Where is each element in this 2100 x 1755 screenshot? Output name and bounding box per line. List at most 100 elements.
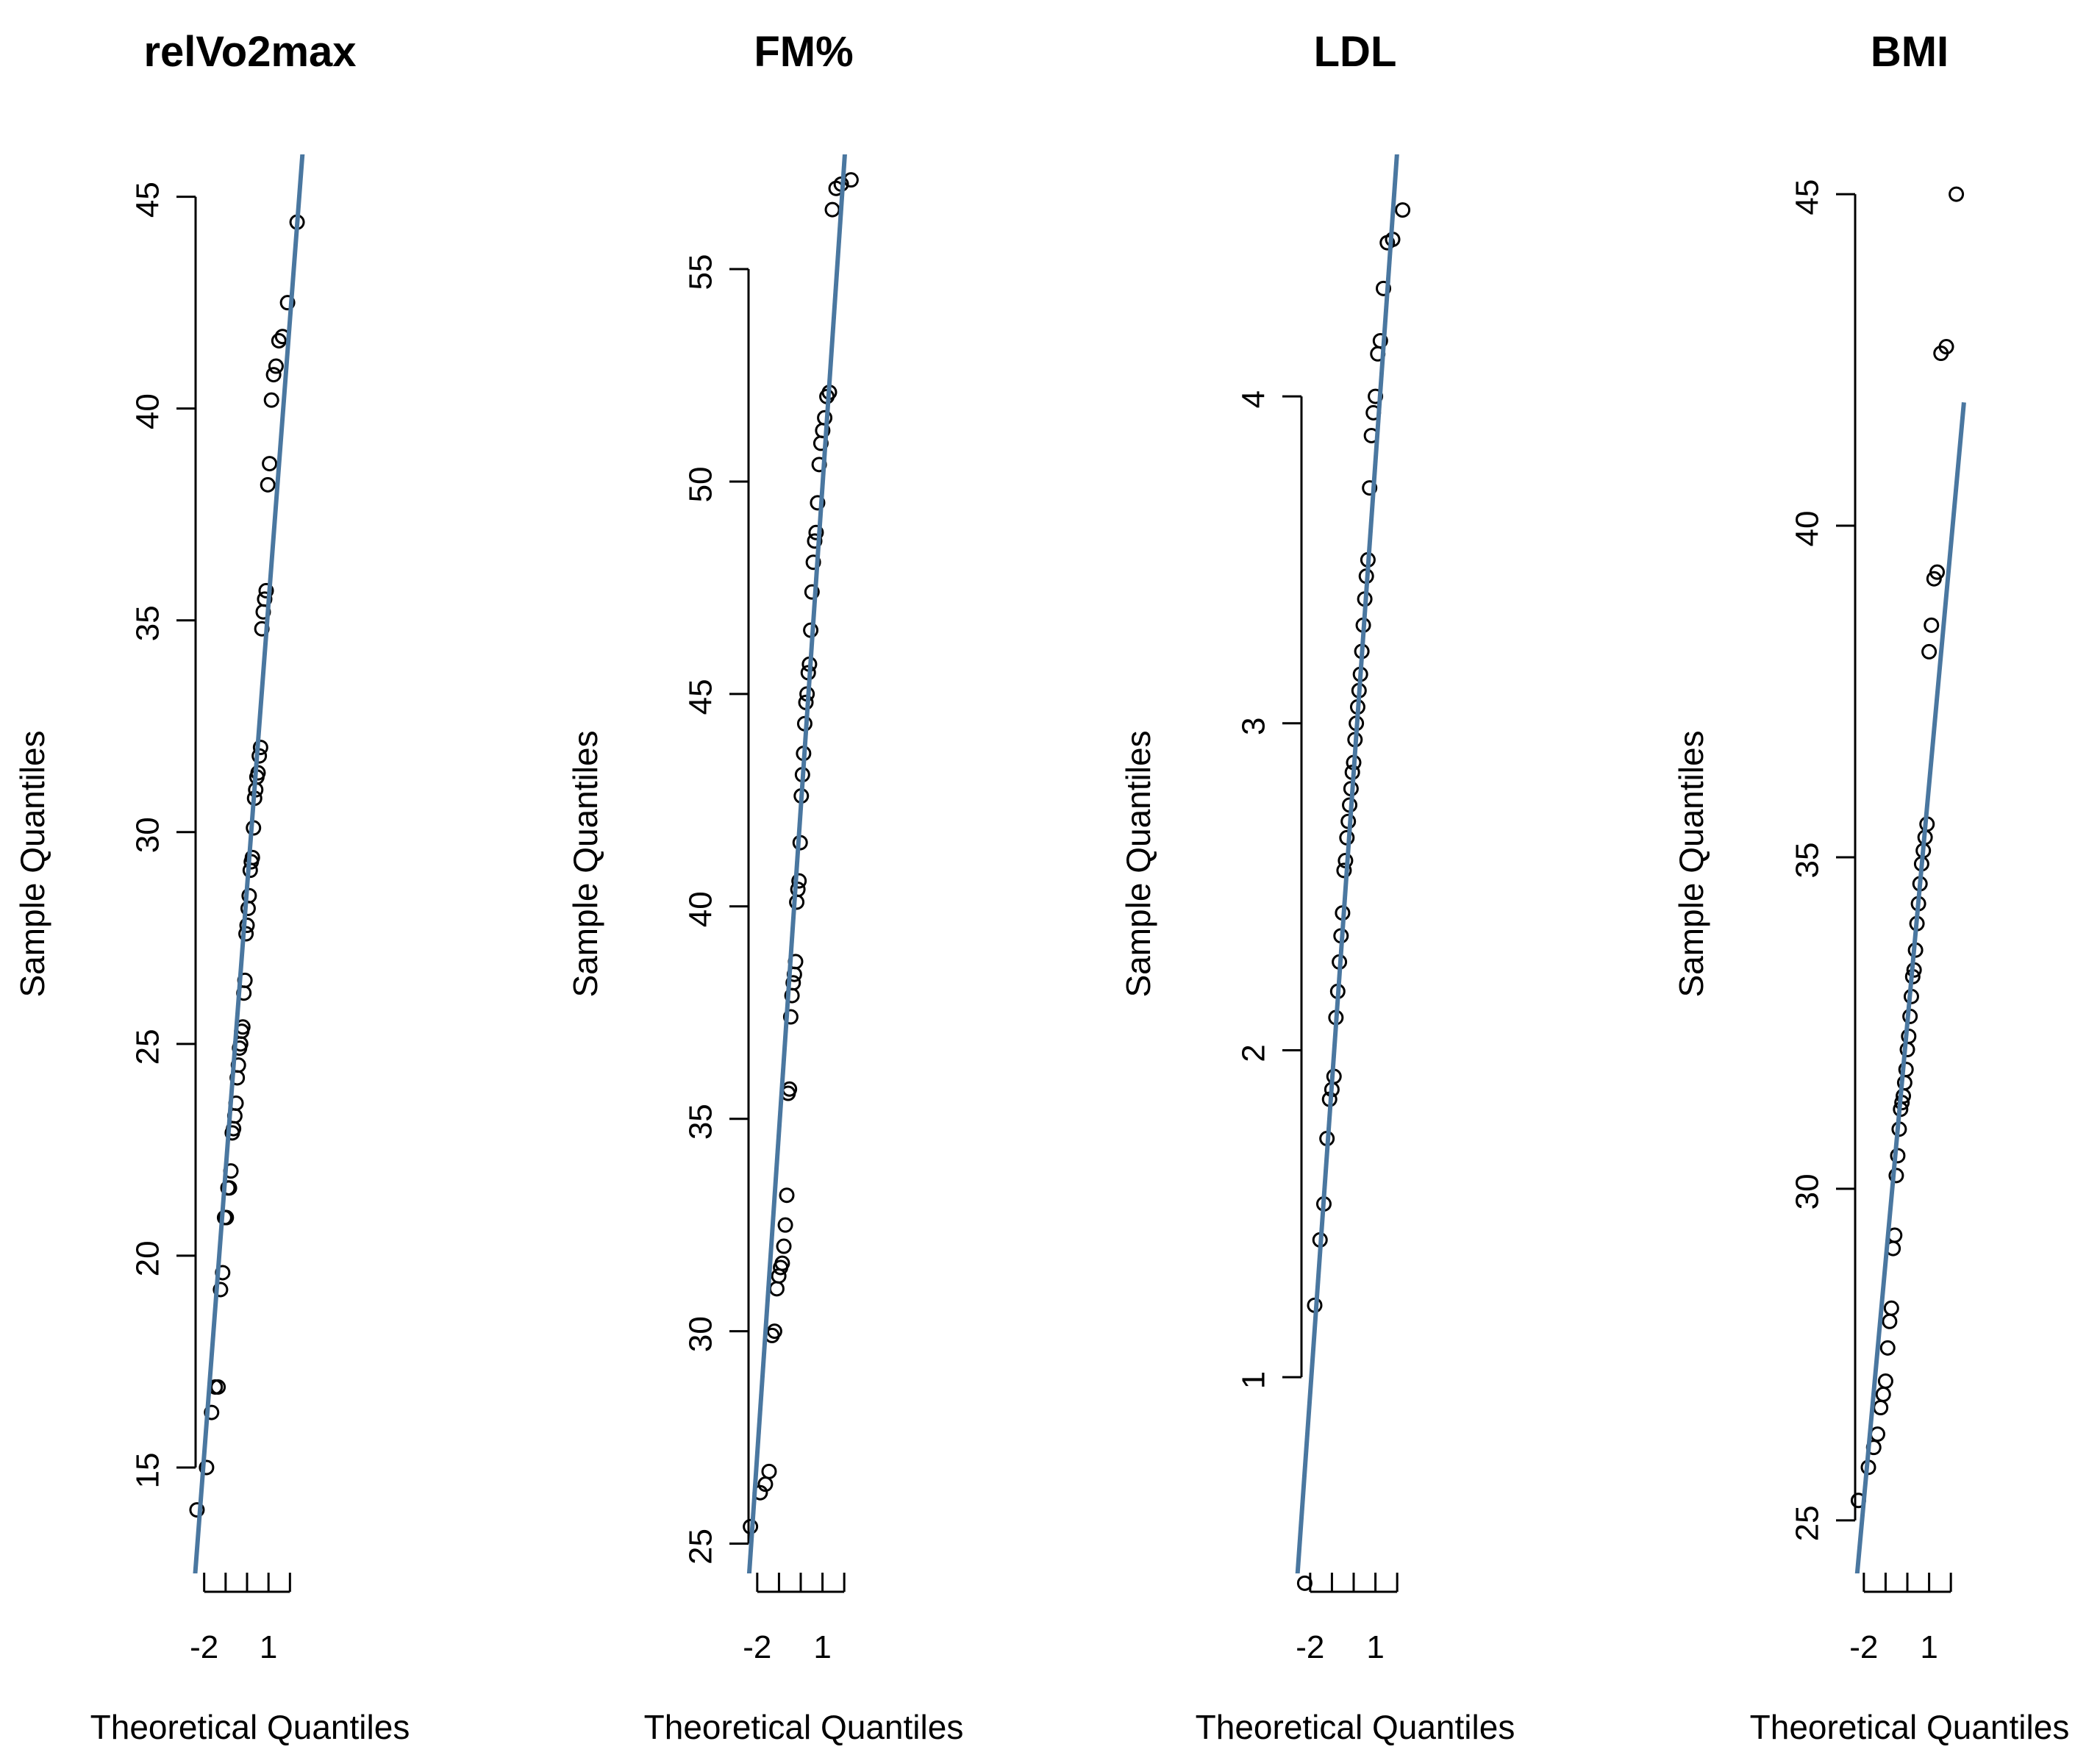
y-tick-label: 30 (683, 1316, 719, 1352)
qq-point (213, 1282, 229, 1298)
qq-point (1929, 564, 1946, 580)
y-tick-label: 30 (130, 817, 166, 853)
y-tick-label: 40 (130, 393, 166, 429)
qq-point (252, 740, 268, 756)
qq-point (271, 332, 287, 349)
qq-point (774, 1255, 790, 1271)
qq-point (782, 1009, 799, 1025)
qq-point (258, 582, 274, 598)
qq-point (1296, 1575, 1312, 1591)
y-tick-label: 40 (1790, 511, 1826, 547)
qq-point (1873, 1400, 1889, 1416)
qq-point (777, 1217, 793, 1233)
y-tick-label: 30 (1790, 1173, 1826, 1209)
qq-point (766, 1323, 782, 1340)
x-axis-label: Theoretical Quantiles (90, 1708, 410, 1746)
qq-point (824, 201, 840, 218)
x-tick-label: -2 (1849, 1629, 1878, 1665)
qq-point (257, 591, 273, 607)
qq-point (804, 584, 820, 600)
y-tick-label: 2 (1236, 1044, 1272, 1062)
x-tick-label: 1 (1920, 1629, 1938, 1665)
qq-point (1882, 1313, 1898, 1329)
panel-ldl: LDL Sample Quantiles Theoretical Quantil… (1119, 28, 1515, 1746)
qq-point (1336, 862, 1352, 879)
x-axis-label: Theoretical Quantiles (1750, 1708, 2070, 1746)
y-axis-label: Sample Quantiles (1672, 730, 1710, 997)
qq-point (1921, 643, 1938, 660)
panel-bmi: BMI Sample Quantiles Theoretical Quantil… (1672, 28, 2069, 1746)
qq-point (805, 554, 821, 571)
qq-point (785, 975, 801, 991)
qq-point (1924, 617, 1940, 633)
y-tick-label: 40 (683, 891, 719, 927)
qq-point (218, 1209, 235, 1226)
y-tick-label: 35 (130, 605, 166, 641)
qq-point (1869, 1426, 1885, 1443)
y-tick-label: 15 (130, 1452, 166, 1488)
panel-fm-percent: FM% Sample Quantiles Theoretical Quantil… (566, 28, 964, 1746)
x-tick-label: -2 (1296, 1629, 1324, 1665)
qq-reference-line (1295, 154, 1399, 1573)
qq-point (1372, 332, 1388, 349)
y-tick-label: 55 (683, 254, 719, 290)
qq-point (779, 1187, 795, 1204)
qq-point (791, 873, 807, 889)
qq-point (189, 1502, 205, 1518)
y-tick-label: 25 (130, 1029, 166, 1065)
y-tick-label: 50 (683, 466, 719, 502)
qq-point (1883, 1300, 1899, 1316)
x-axis-label: Theoretical Quantiles (1196, 1708, 1515, 1746)
qq-point (1879, 1340, 1896, 1356)
y-axis-label: Sample Quantiles (566, 730, 604, 997)
x-tick-label: -2 (743, 1629, 771, 1665)
y-tick-label: 3 (1236, 718, 1272, 735)
y-tick-label: 45 (130, 182, 166, 218)
qq-point (768, 1281, 785, 1297)
x-tick-label: 1 (813, 1629, 831, 1665)
qq-point (268, 358, 284, 374)
panel-title: FM% (754, 28, 853, 76)
x-axis-label: Theoretical Quantiles (644, 1708, 964, 1746)
qq-point (265, 367, 282, 383)
y-tick-label: 4 (1236, 390, 1272, 408)
qq-point (262, 456, 278, 472)
panel-relvo2max: relVo2max Sample Quantiles Theoretical Q… (13, 28, 410, 1746)
y-tick-label: 20 (130, 1240, 166, 1276)
y-tick-label: 45 (1790, 179, 1826, 215)
qq-point (279, 295, 296, 311)
x-tick-label: -2 (190, 1629, 218, 1665)
qq-point (199, 1459, 215, 1476)
qq-point (776, 1238, 792, 1254)
y-tick-label: 1 (1236, 1371, 1272, 1389)
qq-point (1395, 202, 1411, 218)
qq-point (1898, 1062, 1914, 1078)
qq-point (761, 1463, 777, 1479)
qq-point (260, 476, 276, 493)
qq-reference-line (746, 154, 847, 1573)
qq-point (204, 1404, 220, 1420)
qq-point (263, 392, 279, 408)
panel-title: LDL (1314, 28, 1397, 76)
y-axis-label: Sample Quantiles (1119, 730, 1157, 997)
qq-point (810, 495, 826, 511)
x-tick-label: 1 (260, 1629, 277, 1665)
qq-reference-line (193, 154, 305, 1573)
qq-point (239, 918, 255, 934)
qq-point (241, 887, 257, 904)
qq-point (807, 533, 823, 549)
qq-point (1877, 1373, 1893, 1389)
y-tick-label: 25 (1790, 1505, 1826, 1541)
qq-point (1376, 280, 1392, 296)
qq-point (244, 849, 260, 865)
panel-title: BMI (1871, 28, 1949, 76)
x-tick-label: 1 (1366, 1629, 1384, 1665)
panel-title: relVo2max (143, 28, 356, 76)
y-tick-label: 35 (683, 1104, 719, 1140)
qq-point (1949, 186, 1965, 202)
qq-point (1875, 1386, 1891, 1402)
y-tick-label: 25 (683, 1529, 719, 1565)
y-axis-label: Sample Quantiles (13, 730, 51, 997)
qq-point (1938, 339, 1954, 355)
